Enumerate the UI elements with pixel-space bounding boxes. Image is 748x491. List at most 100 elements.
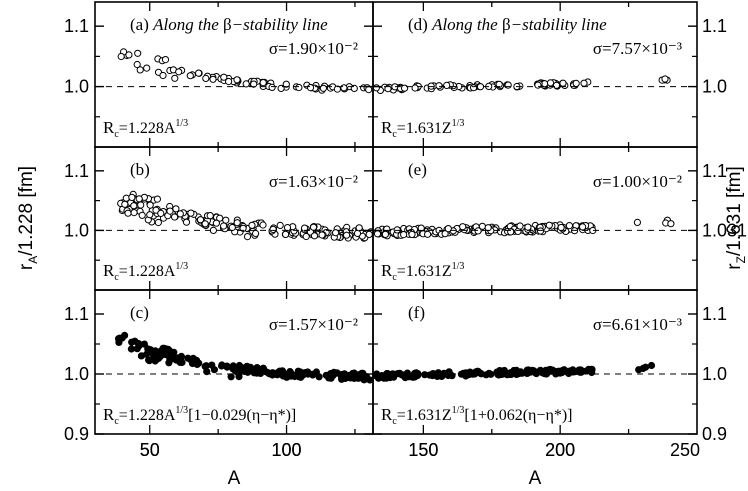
panel-frames	[94, 1, 698, 435]
data-point-b	[318, 231, 326, 239]
y-axis-title-left: rA/1.228 [fm]	[16, 166, 40, 270]
data-point-e	[524, 223, 532, 231]
data-point-a	[175, 68, 183, 76]
data-point-f	[459, 369, 467, 377]
data-point-a	[319, 84, 327, 92]
data-point-d	[411, 84, 419, 92]
data-point-f	[531, 368, 539, 376]
data-point-c	[128, 338, 136, 346]
data-point-a	[282, 80, 290, 88]
data-point-e	[633, 218, 642, 226]
panel-frame-f	[372, 289, 698, 435]
data-point-f	[388, 370, 396, 378]
data-point-b	[309, 223, 318, 231]
data-point-a	[117, 52, 125, 61]
data-point-a	[225, 77, 233, 86]
data-point-c	[229, 365, 237, 373]
data-point-e	[441, 230, 449, 238]
data-point-c	[291, 372, 299, 381]
data-point-d	[470, 84, 478, 92]
y-tick-label-right: 1.1	[702, 304, 727, 324]
data-point-b	[152, 206, 160, 214]
data-point-a	[133, 60, 141, 69]
data-point-f	[376, 373, 384, 381]
data-point-a	[233, 76, 241, 84]
y-tick-label-left: 1.1	[64, 161, 89, 181]
data-point-c	[144, 345, 152, 353]
data-point-e	[516, 222, 524, 230]
x-tick-label-right: 250	[670, 440, 700, 460]
data-point-c	[194, 359, 202, 367]
data-point-d	[546, 79, 555, 87]
data-point-b	[172, 205, 180, 213]
formula-e: Rc=1.631Z1/3	[381, 261, 464, 283]
data-point-b	[233, 219, 241, 227]
data-point-a	[161, 56, 170, 64]
formula-d: Rc=1.631Z1/3	[381, 118, 464, 140]
sigma-a: σ=1.90×10⁻²	[269, 39, 358, 58]
data-point-b	[220, 222, 228, 230]
x-tick-label-right: 150	[408, 440, 438, 460]
y-tick-label-right: 1.1	[702, 16, 727, 36]
data-point-e	[424, 230, 432, 238]
sigma-d: σ=7.57×10⁻³	[593, 39, 682, 58]
data-point-a	[171, 74, 179, 82]
data-point-c	[269, 369, 277, 377]
data-point-d	[580, 79, 588, 87]
data-point-d	[495, 80, 503, 88]
data-point-f	[485, 369, 493, 377]
data-point-a	[295, 83, 303, 92]
x-tick-label-right: 200	[545, 440, 575, 460]
sigma-f: σ=6.61×10⁻³	[593, 315, 682, 334]
data-point-d	[534, 81, 542, 89]
data-point-f	[503, 371, 511, 379]
data-point-b	[252, 229, 260, 238]
data-point-f	[585, 365, 593, 373]
data-point-c	[208, 361, 216, 369]
data-point-a	[202, 74, 210, 83]
data-point-b	[282, 230, 290, 238]
data-point-a	[195, 69, 203, 77]
data-point-d	[443, 81, 451, 90]
data-point-c	[140, 340, 148, 348]
y-tick-label-right: 1.0	[702, 364, 727, 384]
data-point-a	[340, 84, 348, 92]
x-tick-label-right: 100	[272, 440, 302, 460]
sigma-c: σ=1.57×10⁻²	[269, 315, 358, 334]
data-point-b	[146, 201, 154, 209]
data-point-d	[401, 84, 409, 92]
data-point-c	[243, 364, 251, 372]
data-point-b	[302, 232, 310, 241]
x-tick-label-left: 150	[408, 440, 438, 460]
data-point-a	[242, 80, 250, 88]
panel-label-f: (f)	[408, 303, 425, 322]
y-tick-label-right: 1.0	[702, 77, 727, 97]
data-point-d	[559, 79, 567, 87]
data-point-b	[157, 209, 165, 217]
data-point-a	[220, 73, 228, 81]
panel-label-b: (b)	[130, 160, 150, 179]
data-point-c	[159, 351, 167, 359]
y-tick-label-left: 1.1	[64, 304, 89, 324]
data-point-b	[135, 195, 143, 203]
data-point-a	[306, 84, 315, 92]
data-point-b	[171, 213, 179, 221]
data-point-d	[384, 85, 392, 93]
data-point-e	[507, 228, 515, 236]
data-point-c	[149, 355, 157, 363]
data-point-c	[127, 345, 135, 353]
data-point-a	[209, 75, 217, 83]
data-point-d	[476, 83, 485, 91]
sigma-b: σ=1.63×10⁻²	[269, 172, 358, 191]
data-point-c	[341, 374, 349, 382]
data-point-f	[576, 368, 584, 376]
data-point-e	[484, 224, 492, 232]
x-axis-title-left: A	[228, 468, 241, 489]
y-tick-label-left: 1.0	[64, 220, 89, 240]
data-point-e	[393, 226, 401, 234]
data-point-b	[206, 212, 214, 220]
annotations: (a) Along the β−stability line σ=1.90×10⁻…	[16, 15, 748, 489]
data-point-b	[222, 216, 230, 224]
data-point-f	[512, 366, 521, 374]
data-point-b	[343, 231, 351, 239]
